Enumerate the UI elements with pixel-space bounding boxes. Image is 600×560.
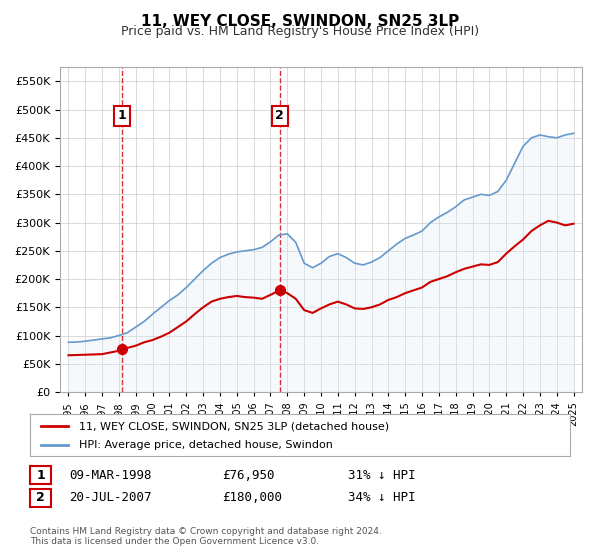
Text: £180,000: £180,000: [222, 491, 282, 505]
Text: 11, WEY CLOSE, SWINDON, SN25 3LP (detached house): 11, WEY CLOSE, SWINDON, SN25 3LP (detach…: [79, 421, 389, 431]
Text: Contains HM Land Registry data © Crown copyright and database right 2024.
This d: Contains HM Land Registry data © Crown c…: [30, 526, 382, 546]
Text: 11, WEY CLOSE, SWINDON, SN25 3LP: 11, WEY CLOSE, SWINDON, SN25 3LP: [141, 14, 459, 29]
Point: [275, 286, 284, 295]
Text: 2: 2: [36, 491, 45, 505]
Text: 31% ↓ HPI: 31% ↓ HPI: [348, 469, 415, 482]
Text: HPI: Average price, detached house, Swindon: HPI: Average price, detached house, Swin…: [79, 440, 332, 450]
Text: 2: 2: [275, 109, 284, 123]
Text: 34% ↓ HPI: 34% ↓ HPI: [348, 491, 415, 505]
Text: 20-JUL-2007: 20-JUL-2007: [69, 491, 151, 505]
Text: £76,950: £76,950: [222, 469, 275, 482]
Text: 09-MAR-1998: 09-MAR-1998: [69, 469, 151, 482]
Text: Price paid vs. HM Land Registry's House Price Index (HPI): Price paid vs. HM Land Registry's House …: [121, 25, 479, 38]
Text: 1: 1: [118, 109, 127, 123]
Point: [118, 344, 127, 353]
Text: 1: 1: [36, 469, 45, 482]
